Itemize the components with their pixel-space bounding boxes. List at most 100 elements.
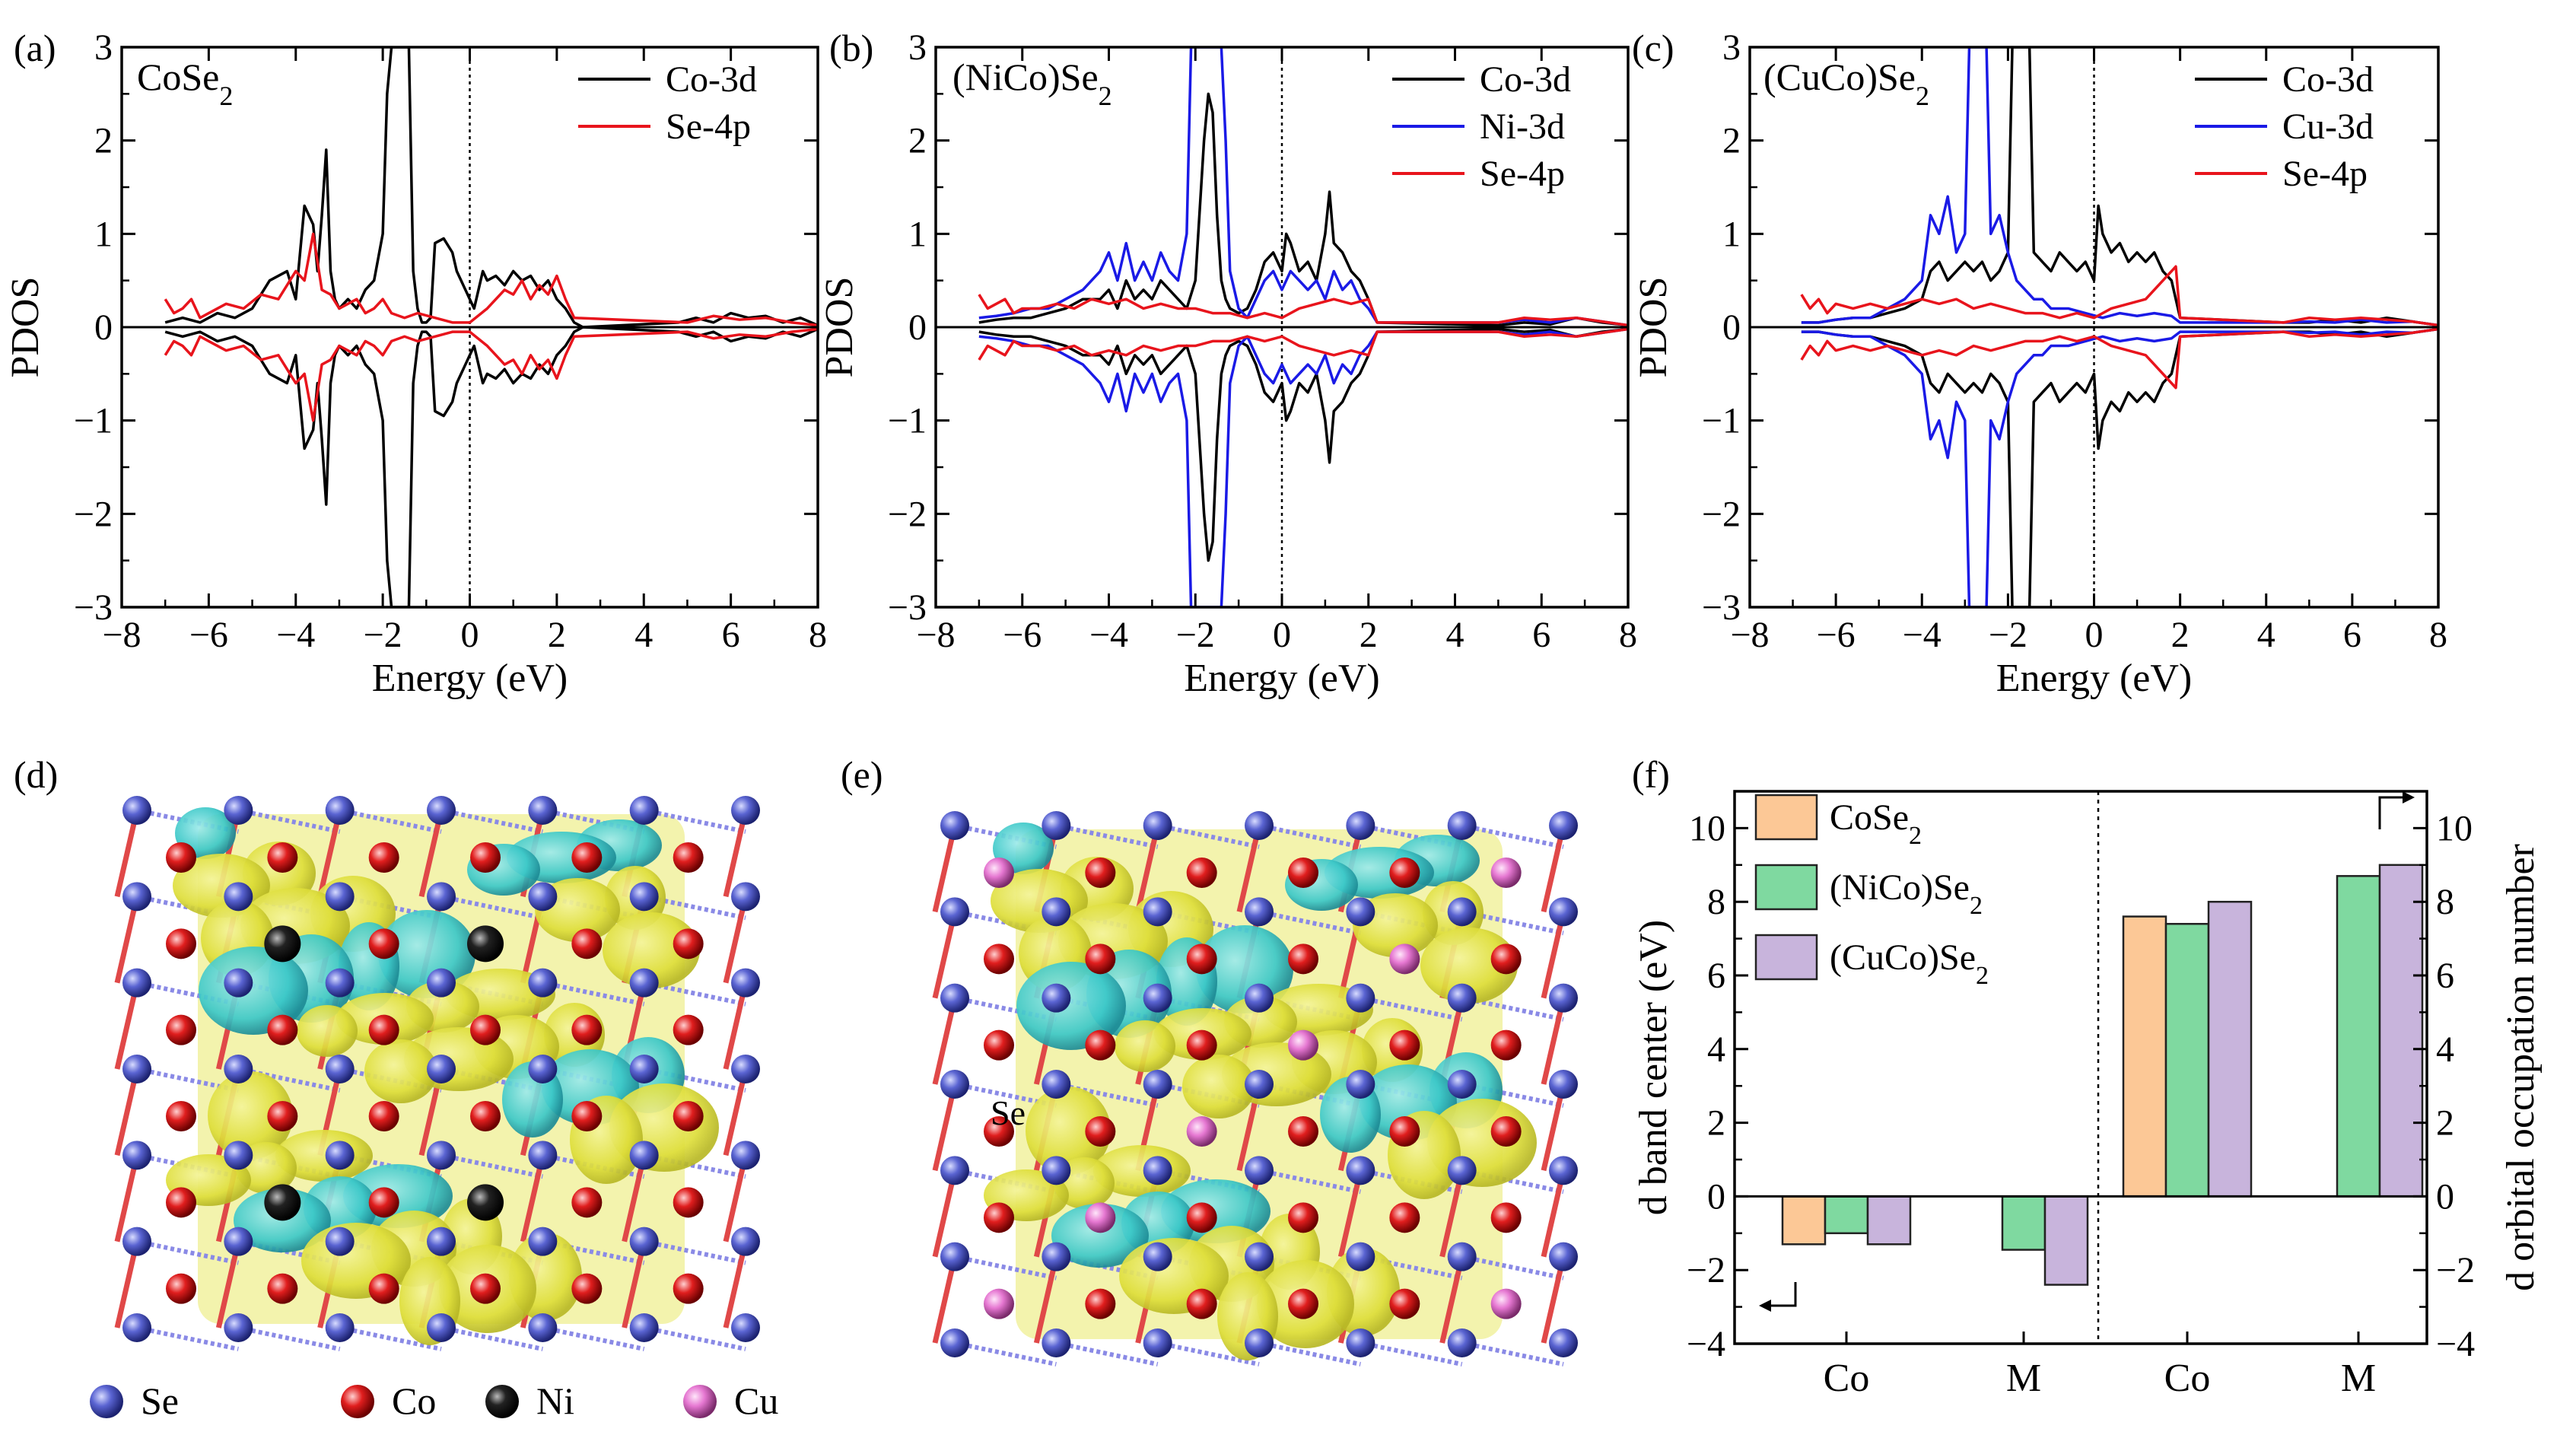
x-group-label: Co (1824, 1357, 1870, 1400)
x-tick-label: 8 (1619, 615, 1637, 655)
se-atom (629, 1227, 659, 1256)
y-tick-label-right: 8 (2436, 882, 2454, 922)
se-atom (325, 796, 355, 825)
structure-panel-e: (e) Se (841, 753, 1578, 1367)
se-se-bond (136, 1067, 239, 1093)
y-tick-label-right: 4 (2436, 1029, 2454, 1070)
co-se-bond (1033, 1255, 1059, 1344)
pdos-line-down-se-4p (1800, 327, 2438, 390)
y-tick-label-left: −2 (1687, 1250, 1725, 1290)
se-atom (1143, 1328, 1172, 1357)
legend-label-co-3d: Co-3d (2282, 59, 2374, 100)
se-atom (224, 882, 253, 912)
x-tick-label: −4 (276, 615, 315, 655)
se-atom (731, 1313, 760, 1342)
cu-atom (1389, 943, 1420, 975)
plot-area-a (122, 47, 818, 607)
co-se-bond (932, 1169, 958, 1258)
se-atom (1042, 1242, 1071, 1271)
pdos-line-up-se-4p (978, 294, 1628, 327)
se-atom (427, 968, 456, 998)
se-se-bond (542, 808, 645, 834)
co-atom (571, 1273, 603, 1304)
co-se-bond (1337, 1169, 1363, 1258)
se-atom (1143, 897, 1172, 927)
x-tick-label: −6 (189, 615, 228, 655)
iso-surface-yellow (603, 912, 700, 988)
co-atom (984, 1202, 1014, 1233)
co-atom (470, 842, 501, 873)
y-tick-label-right: −4 (2436, 1324, 2475, 1364)
se-atom (528, 1227, 558, 1256)
co-atom (1085, 1116, 1116, 1147)
se-se-bond (1258, 1341, 1361, 1367)
co-atom (166, 1273, 196, 1304)
x-tick-label: 8 (2429, 615, 2447, 655)
co-se-bond (215, 1240, 241, 1328)
x-tick-label: 4 (1446, 615, 1465, 655)
co-atom (1389, 1029, 1420, 1061)
legend-atom-ni (485, 1385, 519, 1418)
se-atom (940, 1070, 969, 1099)
se-atom (1549, 1070, 1578, 1099)
co-atom (673, 928, 704, 959)
y-tick-label: 0 (1722, 307, 1741, 348)
se-atom (1245, 983, 1274, 1013)
se-se-bond (1157, 1082, 1260, 1108)
y-tick-label-right: 2 (2436, 1103, 2454, 1144)
ni-atom (467, 1184, 504, 1221)
se-atom (731, 1227, 760, 1256)
se-atom (224, 1055, 253, 1083)
plot-area-c (1750, 47, 2438, 607)
pdos-line-up-ni-3d (978, 47, 1628, 327)
co-atom (1186, 1029, 1217, 1061)
se-atom (1245, 1156, 1274, 1185)
bar-cucose-0 (1866, 1195, 1912, 1246)
se-atom (528, 1055, 558, 1083)
co-atom (1288, 943, 1318, 975)
pdos-line-up-cu-3d (1801, 47, 2438, 327)
co-atom (267, 1273, 298, 1304)
iso-surface-yellow (1420, 928, 1518, 1004)
co-se-bond (622, 1154, 647, 1242)
ni-atom (467, 925, 504, 963)
se-atom (427, 1055, 456, 1083)
se-atom (940, 897, 969, 927)
se-atom (1346, 983, 1375, 1013)
co-atom (571, 842, 603, 873)
x-axis-label-a: Energy (eV) (372, 657, 568, 700)
x-tick-label: −2 (1989, 615, 2027, 655)
co-atom (984, 1029, 1014, 1061)
se-atom (122, 796, 151, 825)
co-atom (166, 1014, 196, 1045)
se-se-bond (136, 1153, 239, 1179)
legend-label-se-4p: Se-4p (1480, 154, 1565, 194)
co-atom (368, 1273, 399, 1304)
se-se-bond (136, 808, 239, 834)
pdos-line-down-cu-3d (1801, 327, 2438, 607)
legend-label-co-3d: Co-3d (666, 59, 757, 100)
se-atom (1447, 1242, 1477, 1271)
se-se-bond (1258, 823, 1361, 849)
se-atom (1042, 1156, 1071, 1185)
co-se-bond (114, 810, 140, 898)
x-tick-label: 6 (722, 615, 740, 655)
y-tick-label-left: 2 (1707, 1103, 1725, 1144)
y-tick-label: −2 (1702, 494, 1741, 534)
axis-frame-f (1733, 790, 2428, 1345)
se-atom (940, 811, 969, 840)
se-se-bond (954, 1341, 1057, 1367)
se-se-bond (136, 980, 239, 1007)
x-tick-label: 4 (2257, 615, 2275, 655)
se-atom (1042, 983, 1071, 1013)
co-atom (166, 928, 196, 959)
co-atom (571, 1187, 603, 1218)
right-axis-arrow (2378, 796, 2409, 829)
bar-nicose-2 (2164, 922, 2210, 1198)
se-se-bond (440, 808, 543, 834)
y-tick-label-left: 0 (1707, 1176, 1725, 1217)
x-tick-label: −2 (364, 615, 402, 655)
se-atom (224, 968, 253, 998)
bar-nicose-0 (1824, 1195, 1869, 1235)
y-axis-label-b: PDOS (818, 277, 861, 378)
